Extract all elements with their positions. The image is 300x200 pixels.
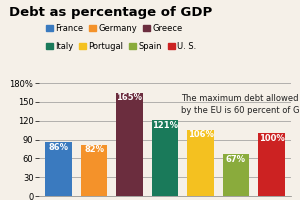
Text: 82%: 82% bbox=[84, 145, 104, 154]
Legend: France, Germany, Greece: France, Germany, Greece bbox=[46, 24, 182, 33]
Legend: Italy, Portugal, Spain, U. S.: Italy, Portugal, Spain, U. S. bbox=[46, 42, 196, 51]
Text: Debt as percentage of GDP: Debt as percentage of GDP bbox=[9, 6, 212, 19]
Text: 106%: 106% bbox=[188, 130, 213, 139]
Bar bbox=[116, 93, 143, 196]
Bar bbox=[152, 120, 178, 196]
Text: 86%: 86% bbox=[49, 143, 68, 152]
Bar bbox=[45, 142, 72, 196]
Text: 67%: 67% bbox=[226, 155, 246, 164]
Text: 100%: 100% bbox=[259, 134, 284, 143]
Text: 165%: 165% bbox=[116, 93, 142, 102]
Text: 121%: 121% bbox=[152, 121, 178, 130]
Bar bbox=[258, 133, 285, 196]
Bar bbox=[81, 145, 107, 196]
Bar bbox=[187, 130, 214, 196]
Text: The maximum debt allowed
by the EU is 60 percent of GDP.: The maximum debt allowed by the EU is 60… bbox=[181, 94, 300, 115]
Bar bbox=[223, 154, 249, 196]
